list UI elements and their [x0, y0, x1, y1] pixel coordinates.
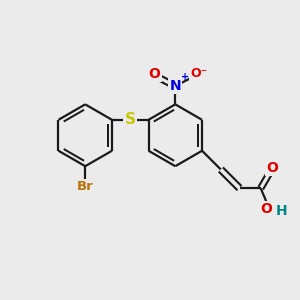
Text: O⁻: O⁻ — [190, 67, 208, 80]
Text: +: + — [181, 72, 189, 82]
Text: S: S — [125, 112, 136, 127]
Text: Br: Br — [77, 180, 94, 193]
Text: O: O — [267, 160, 278, 175]
Text: O: O — [261, 202, 273, 216]
Text: N: N — [169, 79, 181, 93]
Text: O: O — [149, 67, 161, 81]
Text: H: H — [275, 204, 287, 218]
